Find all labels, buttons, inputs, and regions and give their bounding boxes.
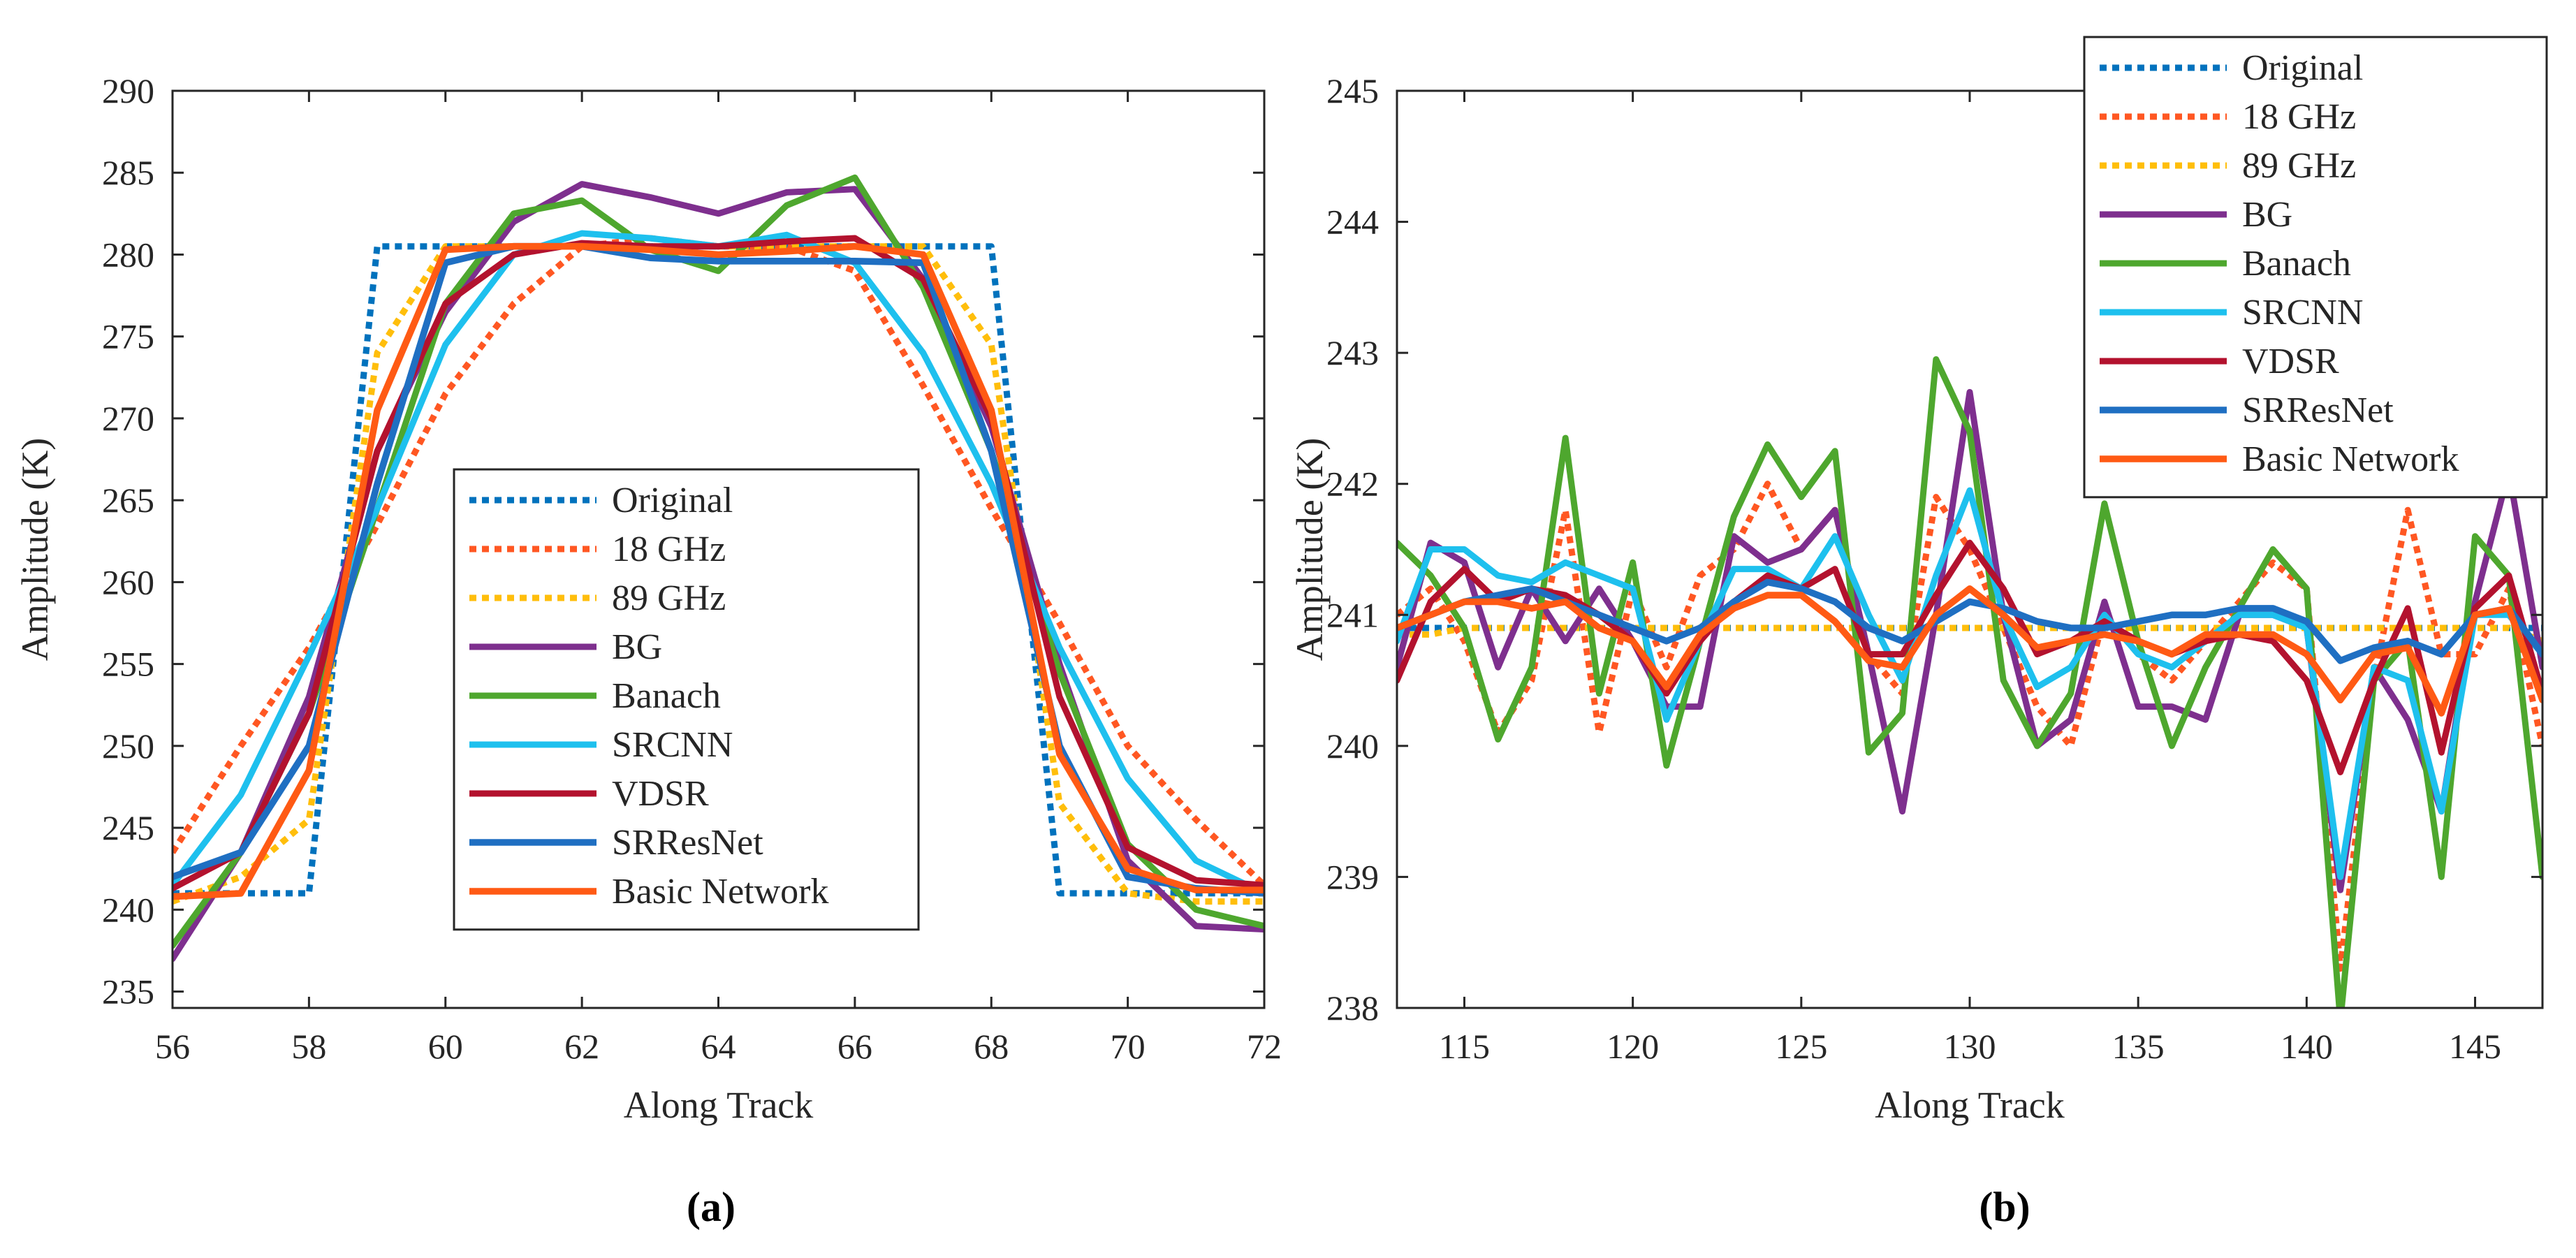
panel-a-legend-label-srresnet: SRResNet bbox=[612, 823, 763, 863]
panel-b-label: (b) bbox=[1979, 1184, 2030, 1230]
panel-a-chart: (a) 56 58 60 62 64 66 68 70 72 235 240 245 250 255 260… bbox=[14, 71, 1282, 1230]
panel-a-y-axis-label: Amplitude (K) bbox=[14, 438, 56, 661]
panel-a-legend-label-89-ghz: 89 GHz bbox=[612, 578, 726, 618]
panel-a-legend-label-basic-network: Basic Network bbox=[612, 872, 828, 912]
panel-a-xtick-label: 56 bbox=[155, 1027, 190, 1066]
panel-a-xtick-label: 66 bbox=[837, 1027, 872, 1066]
panel-a-legend-box bbox=[453, 468, 920, 931]
panel-b-ytick-label: 245 bbox=[1326, 71, 1379, 110]
panel-a-xtick-label: 58 bbox=[291, 1027, 326, 1066]
panel-a-series-basic-network bbox=[173, 242, 1264, 900]
panel-b-xtick-label: 115 bbox=[1439, 1027, 1490, 1066]
panel-a-ytick-label: 260 bbox=[102, 562, 154, 601]
panel-a-xtick-label: 68 bbox=[974, 1027, 1009, 1066]
panel-a-legend-label-18-ghz: 18 GHz bbox=[612, 529, 726, 569]
panel-a-ytick-label: 265 bbox=[102, 481, 154, 520]
panel-a-legend: Original 18 GHz 89 GHz BG Banach SRCNN VDSR SRR… bbox=[453, 468, 920, 931]
panel-a-xtick-label: 72 bbox=[1247, 1027, 1282, 1066]
panel-b-ytick-label: 241 bbox=[1326, 595, 1379, 634]
panel-b-legend-label-srcnn: SRCNN bbox=[2242, 293, 2363, 332]
panel-a-legend-label-srcnn: SRCNN bbox=[612, 725, 733, 765]
panel-a-label: (a) bbox=[687, 1184, 736, 1230]
panel-b-legend-label-srresnet: SRResNet bbox=[2242, 390, 2394, 430]
panel-a-ytick-label: 285 bbox=[102, 153, 154, 192]
panel-a-legend-label-bg: BG bbox=[612, 627, 662, 667]
panel-b-legend-label-89-ghz: 89 GHz bbox=[2242, 146, 2356, 186]
panel-b-ytick-label: 239 bbox=[1326, 857, 1379, 896]
panel-a-ytick-label: 250 bbox=[102, 726, 154, 766]
panel-a-ytick-label: 290 bbox=[102, 71, 154, 110]
panel-b-legend-label-banach: Banach bbox=[2242, 244, 2351, 284]
panel-a-ytick-label: 240 bbox=[102, 890, 154, 929]
panel-b-legend: Original 18 GHz 89 GHz BG Banach SRCNN VDSR SRR… bbox=[2083, 36, 2548, 499]
panel-a-series-original bbox=[173, 243, 1264, 897]
panel-a-ytick-label: 255 bbox=[102, 645, 154, 684]
panel-a-legend-label-vdsr: VDSR bbox=[612, 774, 709, 814]
panel-a-xtick-label: 70 bbox=[1111, 1027, 1146, 1066]
panel-b-chart: (b) 115 120 125 130 135 140 145 238 239 240 241 242… bbox=[1289, 36, 2548, 1230]
panel-a-legend-label-banach: Banach bbox=[612, 676, 721, 716]
panel-b-y-axis-label: Amplitude (K) bbox=[1289, 438, 1331, 661]
panel-b-xtick-label: 130 bbox=[1944, 1027, 1996, 1066]
panel-a-ytick-label: 245 bbox=[102, 808, 154, 847]
panel-b-ytick-label: 244 bbox=[1326, 203, 1379, 242]
panel-a-ytick-label: 280 bbox=[102, 235, 154, 274]
panel-b-x-axis-label: Along Track bbox=[1875, 1084, 2065, 1126]
panel-b-ytick-label: 238 bbox=[1326, 988, 1379, 1027]
panel-b-legend-label-vdsr: VDSR bbox=[2242, 342, 2339, 381]
panel-a-legend-label-original: Original bbox=[612, 481, 733, 520]
panel-a-x-axis-label: Along Track bbox=[624, 1084, 814, 1126]
panel-b-ytick-label: 240 bbox=[1326, 726, 1379, 766]
panel-b-xtick-label: 125 bbox=[1775, 1027, 1827, 1066]
panel-b-series-basic-network bbox=[1397, 585, 2542, 717]
panel-b-series-srresnet bbox=[1397, 578, 2542, 664]
panel-b-xtick-label: 145 bbox=[2449, 1027, 2501, 1066]
panel-b-series-group bbox=[1397, 356, 2542, 1008]
panel-b-legend-label-original: Original bbox=[2242, 48, 2363, 88]
panel-a-xtick-label: 62 bbox=[564, 1027, 599, 1066]
panel-a-xtick-label: 64 bbox=[701, 1027, 736, 1066]
panel-b-xtick-label: 120 bbox=[1607, 1027, 1659, 1066]
panel-b-xtick-label: 140 bbox=[2281, 1027, 2333, 1066]
panel-a-series-group bbox=[173, 174, 1264, 963]
panel-b-legend-label-18-ghz: 18 GHz bbox=[2242, 97, 2356, 137]
panel-a-xtick-label: 60 bbox=[428, 1027, 463, 1066]
panel-b-ytick-label: 242 bbox=[1326, 465, 1379, 504]
panel-a-ytick-label: 270 bbox=[102, 399, 154, 438]
panel-b-series-srcnn bbox=[1397, 487, 2542, 880]
panel-a-ytick-label: 275 bbox=[102, 317, 154, 356]
panel-b-legend-label-basic-network: Basic Network bbox=[2242, 439, 2459, 479]
panel-b-xtick-label: 135 bbox=[2112, 1027, 2165, 1066]
panel-b-series-18-ghz bbox=[1397, 481, 2542, 972]
panel-a-ytick-label: 235 bbox=[102, 972, 154, 1011]
panel-b-legend-label-bg: BG bbox=[2242, 195, 2292, 235]
panel-b-legend-box bbox=[2083, 36, 2548, 499]
panel-b-ytick-label: 243 bbox=[1326, 333, 1379, 372]
